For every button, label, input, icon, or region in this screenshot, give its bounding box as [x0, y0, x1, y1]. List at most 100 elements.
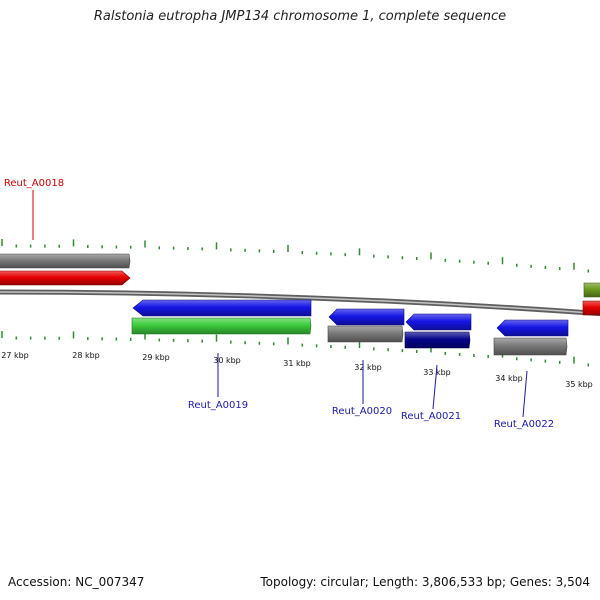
inner-ring-tick — [287, 337, 289, 345]
outer-ring-tick — [516, 263, 518, 267]
inner-ring-tick — [444, 351, 447, 355]
inner-ring-tick — [373, 347, 375, 351]
kbp-label-33-kbp: 33 kbp — [423, 368, 451, 377]
inner-ring-tick — [387, 348, 389, 352]
kbp-label-32-kbp: 32 kbp — [354, 363, 382, 372]
inner-ring-tick — [215, 334, 218, 342]
inner-ring-tick — [415, 350, 418, 354]
kbp-label-29-kbp: 29 kbp — [142, 353, 170, 362]
inner-ring-tick — [15, 336, 18, 340]
outer-ring-tick — [558, 267, 561, 271]
green-feature-0019 — [131, 317, 312, 335]
red-gene-1 — [0, 270, 131, 286]
outer-ring-tick — [101, 245, 103, 249]
inner-ring-tick — [129, 337, 132, 341]
kbp-label-28-kbp: 28 kbp — [72, 351, 100, 360]
inner-ring-tick — [29, 336, 32, 340]
inner-ring-tick — [301, 343, 304, 347]
outer-ring-tick — [473, 260, 475, 264]
inner-ring-tick — [558, 360, 561, 364]
inner-ring-tick — [544, 359, 547, 363]
gene-label-Reut_A0018[interactable]: Reut_A0018 — [4, 178, 64, 189]
inner-ring-tick — [87, 337, 89, 341]
outer-ring-tick — [115, 245, 118, 249]
gene-label-Reut_A0019[interactable]: Reut_A0019 — [188, 400, 248, 411]
outer-ring-tick — [458, 259, 461, 263]
outer-ring-tick — [201, 247, 203, 251]
kbp-label-34-kbp: 34 kbp — [495, 374, 523, 383]
outer-ring-tick — [501, 257, 504, 265]
outer-ring-tick — [58, 244, 60, 248]
outer-ring-tick — [244, 248, 246, 252]
inner-ring-tick — [344, 345, 346, 349]
outer-ring-tick — [373, 254, 375, 258]
outer-ring-tick — [287, 244, 289, 252]
outer-ring-tick — [444, 258, 447, 262]
inner-ring-tick — [72, 331, 75, 339]
inner-ring-tick — [1, 331, 3, 339]
inner-ring-tick — [115, 337, 118, 341]
kbp-label-27-kbp: 27 kbp — [1, 351, 29, 360]
inner-ring-tick — [487, 355, 489, 359]
inner-ring-tick — [258, 341, 261, 345]
gray-feature-1 — [0, 253, 131, 269]
outer-ring-tick — [230, 248, 232, 252]
outer-ring-tick — [587, 269, 590, 273]
red-feature-edge — [582, 300, 600, 316]
inner-ring-tick — [358, 341, 361, 349]
inner-ring-tick — [573, 356, 575, 364]
outer-ring-tick — [187, 247, 189, 251]
inner-ring-tick — [144, 332, 146, 340]
blue-gene-0021 — [405, 313, 472, 331]
outer-ring-tick — [544, 265, 547, 269]
gene-label-Reut_A0021[interactable]: Reut_A0021 — [401, 411, 461, 422]
inner-ring-tick — [587, 363, 590, 367]
inner-ring-tick — [430, 345, 432, 353]
navy-feature-0021 — [404, 331, 471, 349]
gray-feature-0022 — [493, 337, 568, 356]
outer-ring-tick — [344, 253, 346, 257]
inner-ring-tick — [44, 336, 46, 340]
kbp-label-30-kbp: 30 kbp — [213, 356, 241, 365]
outer-ring-tick — [315, 251, 318, 255]
accession-text: Accession: NC_007347 — [8, 575, 145, 589]
inner-ring-tick — [516, 357, 518, 361]
olive-feature-edge — [583, 282, 600, 298]
inner-ring-tick — [458, 352, 461, 356]
inner-ring-tick — [473, 353, 475, 357]
outer-ring-tick — [358, 248, 361, 256]
outer-ring-tick — [87, 245, 89, 249]
outer-ring-tick — [1, 239, 3, 247]
gene-label-Reut_A0022[interactable]: Reut_A0022 — [494, 419, 554, 430]
inner-ring-tick — [172, 338, 175, 342]
inner-ring-tick — [401, 349, 404, 353]
outer-ring-tick — [401, 256, 404, 260]
outer-ring-tick — [330, 252, 332, 256]
summary-text: Topology: circular; Length: 3,806,533 bp… — [260, 575, 590, 589]
outer-ring-tick — [301, 251, 304, 255]
inner-ring-tick — [530, 358, 532, 362]
blue-gene-0020 — [328, 308, 405, 326]
outer-ring-tick — [15, 244, 18, 248]
outer-ring-tick — [258, 249, 261, 253]
outer-ring-tick — [44, 244, 46, 248]
outer-ring-tick — [415, 257, 418, 261]
gene-label-Reut_A0020[interactable]: Reut_A0020 — [332, 406, 392, 417]
outer-ring-tick — [172, 246, 175, 250]
outer-ring-tick — [144, 240, 146, 248]
outer-ring-tick — [129, 245, 132, 249]
outer-ring-tick — [430, 252, 432, 260]
outer-ring-tick — [272, 249, 275, 253]
kbp-label-35-kbp: 35 kbp — [565, 380, 593, 389]
inner-ring-tick — [187, 339, 189, 343]
inner-ring-tick — [230, 340, 232, 344]
inner-ring-tick — [330, 345, 332, 349]
outer-ring-tick — [530, 264, 532, 268]
outer-ring-tick — [215, 242, 218, 250]
map-title: Ralstonia eutropha JMP134 chromosome 1, … — [93, 9, 507, 24]
outer-ring-tick — [158, 246, 161, 250]
backbone-highlight — [0, 291, 600, 315]
inner-ring-tick — [244, 341, 246, 345]
inner-ring-tick — [101, 337, 103, 341]
